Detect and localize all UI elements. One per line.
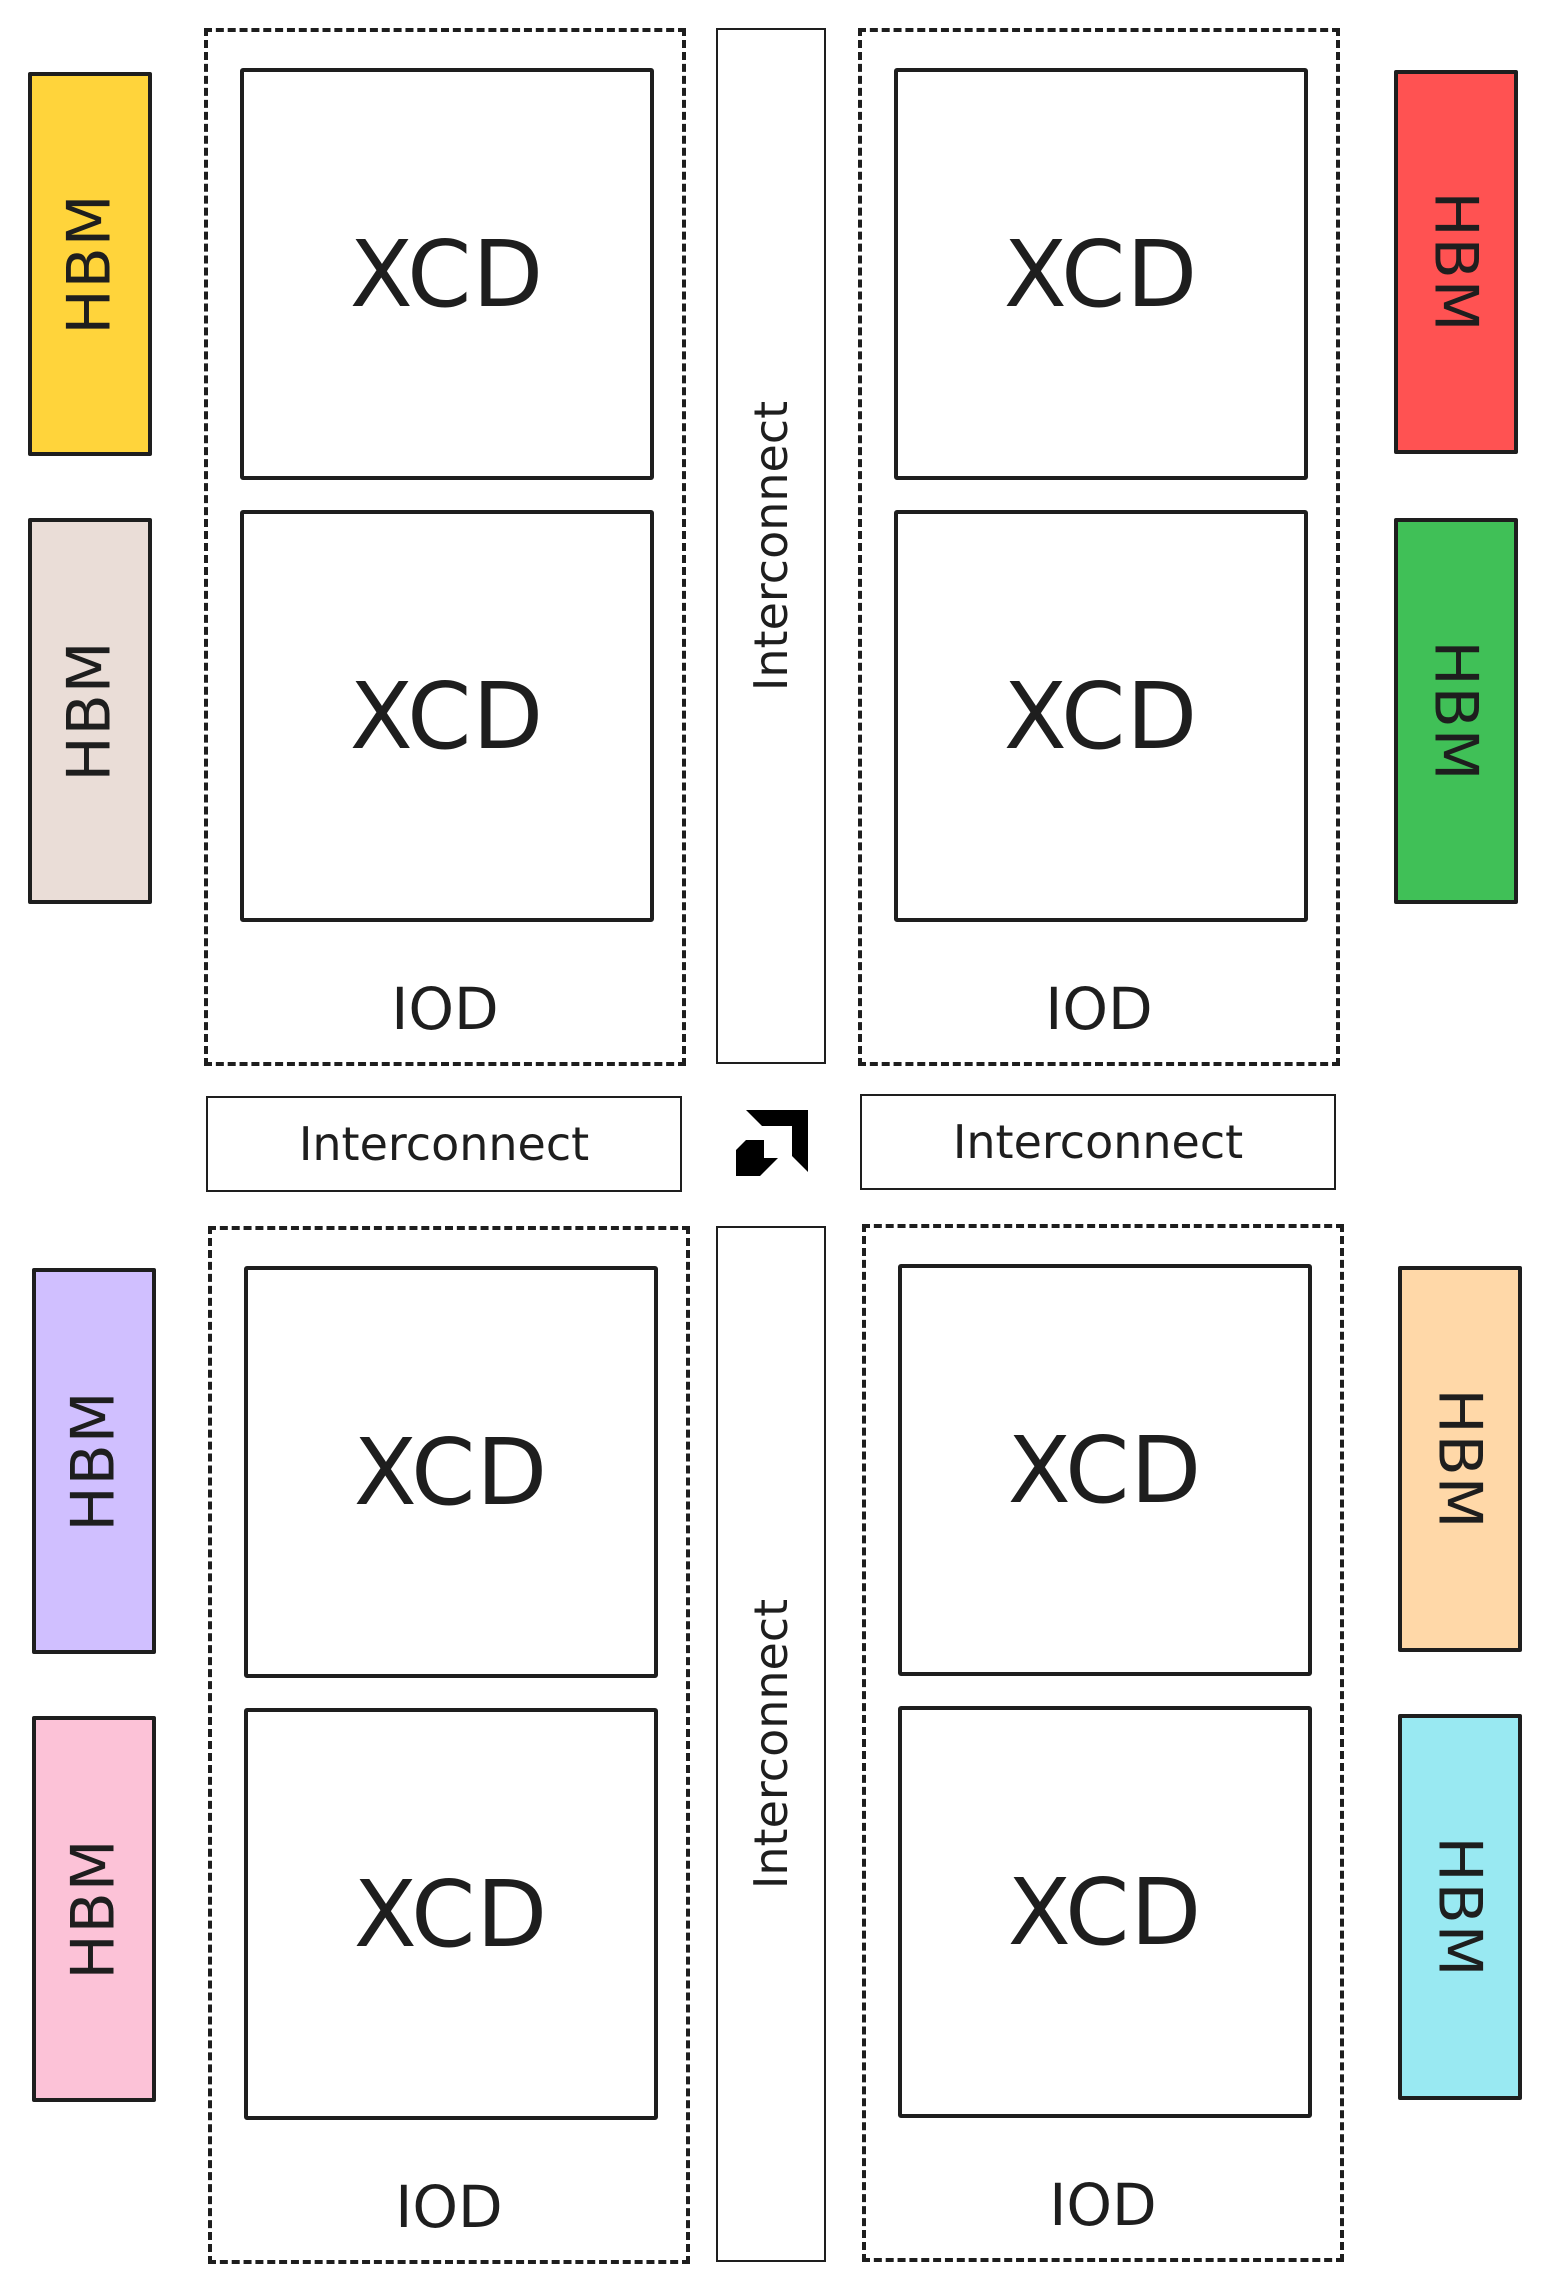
iod-die: XCD XCD IOD <box>858 28 1340 1066</box>
interconnect-label: Interconnect <box>298 1117 590 1171</box>
iod-label: IOD <box>395 2173 503 2241</box>
xcd-label: XCD <box>1003 662 1199 770</box>
xcd-label: XCD <box>353 1860 549 1968</box>
interconnect-horizontal: Interconnect <box>206 1096 682 1192</box>
hbm-label: HBM <box>1421 191 1492 333</box>
xcd-die: XCD <box>244 1708 658 2120</box>
xcd-die: XCD <box>894 510 1308 922</box>
hbm-label: HBM <box>55 640 126 782</box>
hbm-stack: HBM <box>1398 1266 1522 1652</box>
xcd-label: XCD <box>353 1418 549 1526</box>
interconnect-label: Interconnect <box>744 400 798 692</box>
amd-logo-icon <box>736 1110 808 1176</box>
interconnect-label: Interconnect <box>952 1115 1244 1169</box>
xcd-die: XCD <box>898 1706 1312 2118</box>
interconnect-vertical: Interconnect <box>716 28 826 1064</box>
hbm-stack: HBM <box>32 1716 156 2102</box>
iod-label: IOD <box>1045 975 1153 1043</box>
hbm-label: HBM <box>55 193 126 335</box>
hbm-stack: HBM <box>1394 518 1518 904</box>
iod-die: XCD XCD IOD <box>204 28 686 1066</box>
xcd-label: XCD <box>1003 220 1199 328</box>
xcd-die: XCD <box>240 510 654 922</box>
hbm-label: HBM <box>59 1390 130 1532</box>
hbm-label: HBM <box>1421 640 1492 782</box>
iod-label: IOD <box>391 975 499 1043</box>
xcd-label: XCD <box>1007 1858 1203 1966</box>
xcd-label: XCD <box>349 662 545 770</box>
interconnect-label: Interconnect <box>744 1598 798 1890</box>
xcd-die: XCD <box>894 68 1308 480</box>
xcd-die: XCD <box>244 1266 658 1678</box>
hbm-stack: HBM <box>1398 1714 1522 2100</box>
interconnect-vertical: Interconnect <box>716 1226 826 2262</box>
iod-die: XCD XCD IOD <box>208 1226 690 2264</box>
xcd-die: XCD <box>240 68 654 480</box>
xcd-label: XCD <box>349 220 545 328</box>
hbm-stack: HBM <box>28 72 152 456</box>
iod-die: XCD XCD IOD <box>862 1224 1344 2262</box>
hbm-stack: HBM <box>1394 70 1518 454</box>
hbm-label: HBM <box>59 1838 130 1980</box>
xcd-label: XCD <box>1007 1416 1203 1524</box>
interconnect-horizontal: Interconnect <box>860 1094 1336 1190</box>
hbm-stack: HBM <box>32 1268 156 1654</box>
hbm-label: HBM <box>1425 1388 1496 1530</box>
hbm-label: HBM <box>1425 1836 1496 1978</box>
xcd-die: XCD <box>898 1264 1312 1676</box>
iod-label: IOD <box>1049 2171 1157 2239</box>
hbm-stack: HBM <box>28 518 152 904</box>
